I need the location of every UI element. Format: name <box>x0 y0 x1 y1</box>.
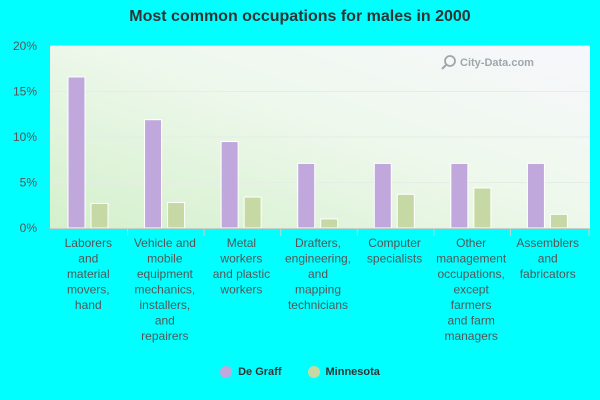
chart-title: Most common occupations for males in 200… <box>129 8 471 25</box>
legend: De Graff Minnesota <box>0 366 600 378</box>
bar-minnesota <box>167 202 186 229</box>
watermark-text: City-Data.com <box>460 57 534 69</box>
category-label: Metal workers and plastic workers <box>213 236 270 297</box>
category-label-line: installers, <box>140 298 191 312</box>
legend-item-minnesota: Minnesota <box>307 366 380 378</box>
bar-minnesota <box>320 218 339 229</box>
category-label-line: and <box>78 252 98 266</box>
bar-de-graff <box>144 119 163 229</box>
category-label: Assemblers and fabricators <box>516 236 579 281</box>
category-label-line: Other <box>456 236 486 250</box>
category-label-line: movers, <box>67 283 110 297</box>
category-label-line: Vehicle and <box>134 236 196 250</box>
y-tick-label: 10% <box>13 130 37 144</box>
bars <box>67 76 568 229</box>
category-label-line: Assemblers <box>516 236 579 250</box>
category-label-line: managers <box>444 329 497 343</box>
category-label-line: mapping <box>295 283 341 297</box>
category-label-line: and <box>155 314 175 328</box>
legend-swatch <box>307 366 320 378</box>
bar-minnesota <box>473 187 492 229</box>
category-label: Other management occupations, except farmers… <box>436 236 507 343</box>
category-label-line: repairers <box>141 329 188 343</box>
category-label-line: equipment <box>137 267 194 281</box>
category-label-line: farmers <box>451 298 492 312</box>
legend-label: De Graff <box>238 366 282 378</box>
category-label-line: mechanics, <box>135 283 196 297</box>
category-label-line: specialists <box>367 252 422 266</box>
category-label-line: management <box>436 252 507 266</box>
category-label: Vehicle and mobile equipment mechanics, inst… <box>134 236 196 343</box>
category-label-line: Metal <box>227 236 256 250</box>
bar-de-graff <box>297 162 316 229</box>
category-label-line: mobile <box>147 252 183 266</box>
category-label: Drafters, engineering, and mapping technicia… <box>285 236 351 312</box>
y-axis: 0% 5% 10% 15% 20% <box>13 39 37 235</box>
category-label-line: Laborers <box>65 236 112 250</box>
y-tick-label: 15% <box>13 85 37 99</box>
bar-minnesota <box>90 202 109 229</box>
category-label-line: Computer <box>368 236 421 250</box>
category-label-line: fabricators <box>520 267 576 281</box>
bar-minnesota <box>549 213 568 229</box>
y-tick-label: 5% <box>20 176 38 190</box>
category-label-line: workers <box>219 283 262 297</box>
y-tick-label: 20% <box>13 39 37 53</box>
legend-item-de-graff: De Graff <box>220 366 282 378</box>
category-label-line: and <box>308 267 328 281</box>
category-label: Laborers and material movers, hand <box>65 236 112 312</box>
category-label-line: engineering, <box>285 252 351 266</box>
category-label-line: except <box>453 283 489 297</box>
category-label-line: and <box>538 252 558 266</box>
category-label-line: material <box>67 267 110 281</box>
category-label-line: and farm <box>447 314 494 328</box>
bar-de-graff <box>220 141 239 229</box>
legend-swatch <box>220 366 233 378</box>
category-label-line: and plastic <box>213 267 270 281</box>
bar-de-graff <box>526 162 545 229</box>
legend-label: Minnesota <box>325 366 380 378</box>
category-label-line: technicians <box>288 298 348 312</box>
category-label-line: hand <box>75 298 102 312</box>
category-label-line: occupations, <box>437 267 504 281</box>
category-label: Computer specialists <box>367 236 422 266</box>
bar-de-graff <box>67 76 86 229</box>
bar-minnesota <box>243 196 262 229</box>
category-label-line: Drafters, <box>295 236 341 250</box>
category-label-line: workers <box>219 252 262 266</box>
bar-de-graff <box>373 162 392 229</box>
watermark: City-Data.com <box>441 55 534 70</box>
grid <box>50 45 590 183</box>
y-tick-label: 0% <box>20 221 38 235</box>
bar-minnesota <box>396 193 415 229</box>
search-icon <box>441 55 456 70</box>
bar-de-graff <box>450 162 469 229</box>
